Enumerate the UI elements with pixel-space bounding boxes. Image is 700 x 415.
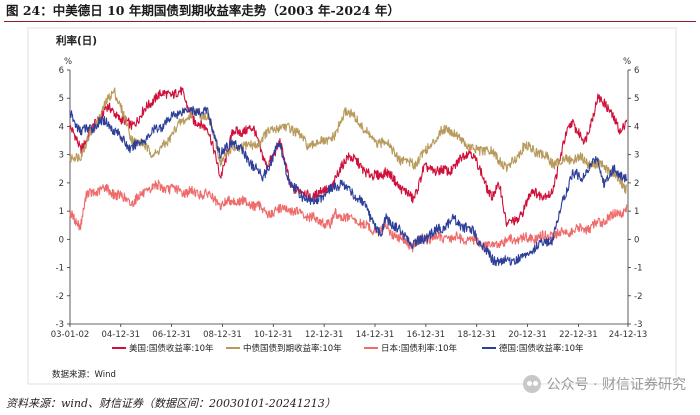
x-tick-label: 22-12-31 [559, 330, 598, 340]
watermark: 公众号 · 财信证券研究 [522, 374, 686, 394]
legend-label: 日本:国债利率:10年 [381, 343, 458, 354]
wechat-icon [522, 375, 541, 393]
y-tick-label-right: 0 [634, 235, 639, 245]
source-note: 资料来源：wind、财信证券（数据区间：20030101-20241213） [6, 397, 336, 410]
legend-label: 中债国债到期收益率:10年 [243, 343, 342, 354]
y-tick-label-right: 1 [634, 207, 639, 217]
x-tick-label: 10-12-31 [254, 330, 293, 340]
x-tick-label: 20-12-31 [508, 330, 547, 340]
figure-title: 图 24：中美德日 10 年期国债到期收益率走势（2003 年-2024 年） [6, 3, 400, 18]
y-tick-label-left: 5 [59, 94, 64, 104]
chart-frame [27, 27, 677, 385]
y-tick-label-left: 1 [59, 207, 64, 217]
x-tick-label: 04-12-31 [101, 330, 140, 340]
y-tick-label-right: 6 [634, 66, 639, 76]
left-unit: % [64, 57, 72, 67]
series-line [69, 87, 628, 194]
watermark-text: 公众号 · 财信证券研究 [546, 377, 686, 393]
chart-title: 利率(日) [56, 34, 97, 47]
x-tick-label: 06-12-31 [152, 330, 191, 340]
y-tick-label-left: 3 [59, 151, 64, 161]
y-tick-label-right: -3 [634, 320, 642, 330]
x-tick-label: 16-12-31 [407, 330, 446, 340]
x-tick-label: 18-12-31 [457, 330, 496, 340]
y-tick-label-right: -2 [634, 292, 642, 302]
x-tick-label: 03-01-02 [51, 330, 90, 340]
y-tick-label-right: 2 [634, 179, 639, 189]
legend-label: 美国:国债收益率:10年 [129, 343, 214, 354]
y-tick-label-left: 4 [59, 122, 64, 132]
legend-label: 德国:国债收益率:10年 [499, 343, 584, 354]
x-tick-label: 12-12-31 [305, 330, 344, 340]
y-tick-label-right: 5 [634, 94, 639, 104]
x-tick-label: 24-12-13 [609, 330, 648, 340]
y-tick-label-left: 2 [59, 179, 64, 189]
x-tick-label: 14-12-31 [356, 330, 395, 340]
y-tick-label-right: -1 [634, 264, 642, 274]
right-unit: % [623, 57, 631, 67]
series-line [69, 86, 628, 227]
y-tick-label-left: -1 [56, 264, 64, 274]
y-tick-label-left: -2 [56, 292, 64, 302]
x-tick-label: 08-12-31 [203, 330, 242, 340]
y-tick-label-left: 6 [59, 66, 64, 76]
series-line [69, 105, 628, 267]
y-tick-label-left: -3 [56, 320, 64, 330]
y-tick-label-right: 3 [634, 151, 639, 161]
y-tick-label-right: 4 [634, 122, 639, 132]
data-source: 数据来源：Wind [52, 369, 116, 380]
title-rule [4, 21, 696, 22]
series-line [69, 179, 628, 253]
y-tick-label-left: 0 [59, 235, 64, 245]
